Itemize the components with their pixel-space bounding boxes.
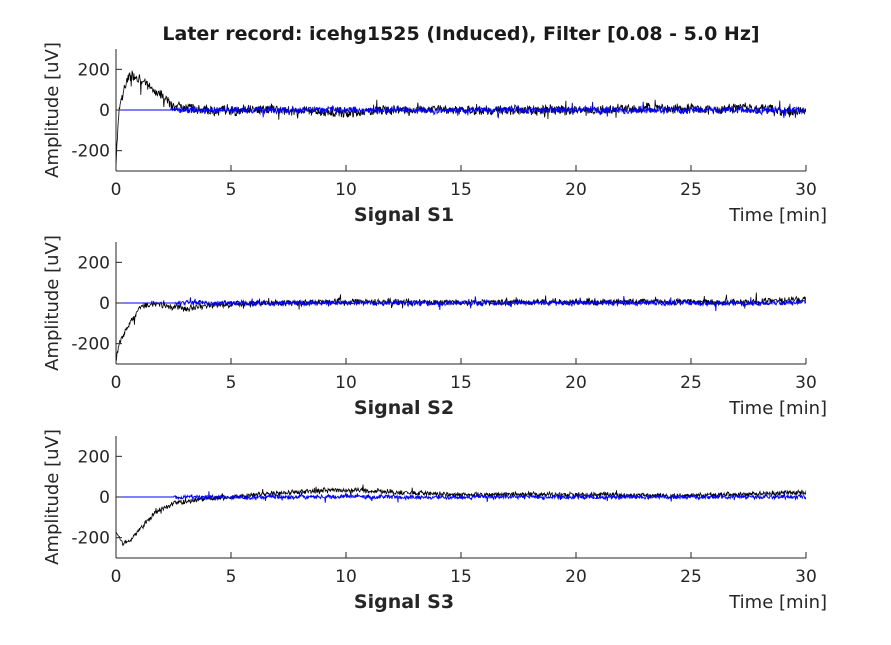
x-tick-label: 10	[335, 373, 357, 393]
x-tick-label: 0	[111, 180, 122, 200]
x-tick-label: 30	[795, 180, 817, 200]
x-tick-label: 10	[335, 567, 357, 587]
panel-title: Signal S3	[354, 591, 454, 613]
y-axis-label: Amplitude [uV]	[42, 42, 63, 178]
x-axis-label: Time [min]	[728, 398, 827, 419]
x-tick-label: 30	[795, 373, 817, 393]
x-tick-label: 25	[680, 180, 702, 200]
panel-title: Signal S2	[354, 397, 454, 419]
x-tick-label: 5	[226, 373, 237, 393]
figure-title: Later record: icehg1525 (Induced), Filte…	[162, 23, 759, 45]
x-tick-label: 20	[565, 567, 587, 587]
series-filtered-line	[116, 491, 806, 503]
y-axis-label: Amplitude [uV]	[42, 429, 63, 565]
x-tick-label: 15	[450, 373, 472, 393]
y-tick-label: 200	[78, 447, 110, 467]
y-tick-label: 200	[78, 253, 110, 273]
x-tick-label: 20	[565, 373, 587, 393]
panel-title: Signal S1	[354, 204, 454, 226]
x-tick-label: 10	[335, 180, 357, 200]
x-tick-label: 15	[450, 180, 472, 200]
y-tick-label: -200	[71, 335, 110, 355]
series-filtered-line	[116, 296, 806, 312]
y-tick-label: 0	[99, 488, 110, 508]
x-tick-label: 0	[111, 567, 122, 587]
x-axis-label: Time [min]	[728, 205, 827, 226]
x-tick-label: 5	[226, 180, 237, 200]
x-tick-label: 0	[111, 373, 122, 393]
x-axis-label: Time [min]	[728, 592, 827, 613]
y-tick-label: 0	[99, 294, 110, 314]
y-tick-label: -200	[71, 529, 110, 549]
y-axis-label: Amplitude [uV]	[42, 235, 63, 371]
y-tick-label: -200	[71, 142, 110, 162]
x-tick-label: 30	[795, 567, 817, 587]
y-tick-label: 200	[78, 60, 110, 80]
x-tick-label: 5	[226, 567, 237, 587]
x-tick-label: 25	[680, 567, 702, 587]
x-tick-label: 25	[680, 373, 702, 393]
series-filtered-line	[116, 101, 806, 119]
y-tick-label: 0	[99, 101, 110, 121]
x-tick-label: 15	[450, 567, 472, 587]
x-tick-label: 20	[565, 180, 587, 200]
